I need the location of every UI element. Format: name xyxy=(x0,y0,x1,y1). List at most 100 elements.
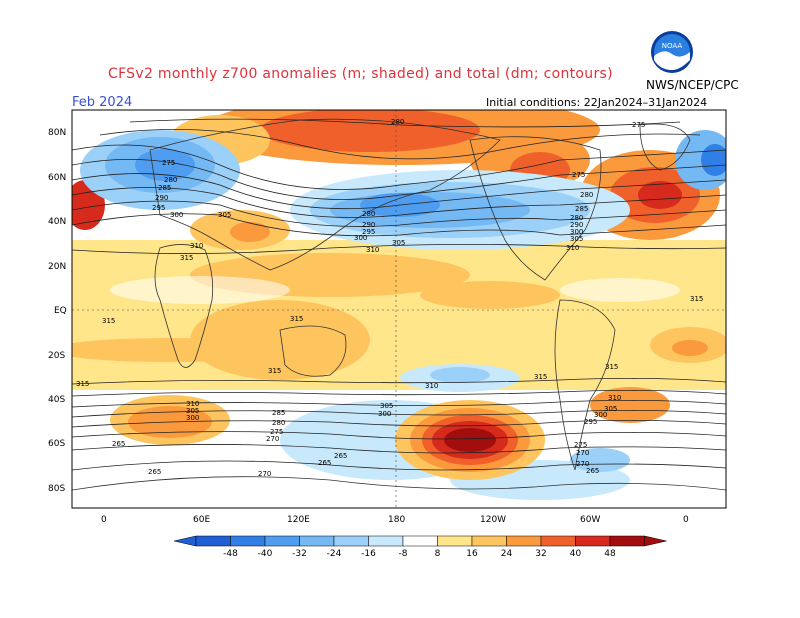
colorbar-segment xyxy=(471,535,507,547)
contour-label: 275 xyxy=(632,121,645,129)
contour xyxy=(72,158,726,200)
contour-label: 300 xyxy=(378,410,391,418)
contour xyxy=(72,200,726,227)
colorbar-segment xyxy=(402,535,438,547)
colorbar-segment xyxy=(230,535,266,547)
warm-patch xyxy=(672,340,708,356)
contour xyxy=(72,173,726,210)
na-cold xyxy=(701,144,726,176)
contour-label: 305 xyxy=(570,235,583,243)
contour-label: 305 xyxy=(380,402,393,410)
contour-label: 280 xyxy=(580,191,593,199)
height-contours xyxy=(72,118,726,471)
south-pacific-warm xyxy=(444,428,496,452)
coast-south-america xyxy=(554,299,616,471)
contour-label: 300 xyxy=(170,211,183,219)
coast-africa xyxy=(154,244,214,368)
contour-label: 305 xyxy=(186,407,199,415)
contour-label: 295 xyxy=(152,204,165,212)
contour-label: 275 xyxy=(572,171,585,179)
contour-label: 275 xyxy=(270,428,283,436)
colorbar-tick-label: 48 xyxy=(604,549,616,559)
longitude-labels: 0 60E 120E 180 120W 60W 0 xyxy=(101,515,689,525)
south-warm xyxy=(590,387,670,423)
contour-label: 290 xyxy=(362,221,375,229)
contour xyxy=(129,118,681,128)
coast-greenland xyxy=(639,123,691,171)
contour-label: 300 xyxy=(354,234,367,242)
contour xyxy=(72,144,726,190)
lat-label-80s: 80S xyxy=(48,484,65,494)
contour-label: 270 xyxy=(266,435,279,443)
contour xyxy=(72,378,726,385)
colorbar-tick-label: 16 xyxy=(466,549,478,559)
contour xyxy=(72,420,726,428)
contour-label: 310 xyxy=(366,246,379,254)
atlantic-warm xyxy=(638,181,682,209)
contour-label: 300 xyxy=(570,228,583,236)
graticule xyxy=(72,110,726,508)
contour-label: 265 xyxy=(586,467,599,475)
contour-label: 310 xyxy=(608,394,621,402)
lon-label-0-east: 0 xyxy=(683,515,689,525)
colorbar-segment xyxy=(575,535,611,547)
initial-conditions: Initial conditions: 22Jan2024–31Jan2024 xyxy=(486,96,708,109)
lon-label-0: 0 xyxy=(101,515,107,525)
colorbar-segment xyxy=(299,535,335,547)
svg-text:NOAA: NOAA xyxy=(662,42,683,50)
warm-patch xyxy=(230,222,270,242)
lat-label-80n: 80N xyxy=(48,128,66,138)
lat-label-40n: 40N xyxy=(48,217,66,227)
contour-label: 315 xyxy=(605,363,618,371)
contour-label: 275 xyxy=(162,159,175,167)
lat-label-40s: 40S xyxy=(48,395,65,405)
colorbar-tick-label: 8 xyxy=(435,549,441,559)
contour-label: 310 xyxy=(190,242,203,250)
contour-label: 300 xyxy=(186,414,199,422)
colorbar-segment xyxy=(195,535,231,547)
contour-label: 265 xyxy=(112,440,125,448)
map-frame xyxy=(71,109,727,509)
contour-label: 280 xyxy=(570,214,583,222)
colorbar-segment xyxy=(506,535,542,547)
colorbar-arrow-right xyxy=(644,535,667,547)
coast-north-america xyxy=(469,136,602,281)
contour-label: 305 xyxy=(604,405,617,413)
lat-label-20s: 20S xyxy=(48,351,65,361)
contour-label: 280 xyxy=(272,419,285,427)
colorbar-segment xyxy=(368,535,404,547)
coast-antarctica xyxy=(72,476,726,491)
contour-label: 265 xyxy=(334,452,347,460)
contour-label: 310 xyxy=(566,244,579,252)
contour xyxy=(99,129,701,160)
contour-label: 270 xyxy=(258,470,271,478)
contour-label: 300 xyxy=(594,411,607,419)
neutral-patch xyxy=(560,278,680,302)
contour xyxy=(72,410,726,418)
figure-title: CFSv2 monthly z700 anomalies (m; shaded)… xyxy=(108,66,613,82)
contour-label: 280 xyxy=(391,118,404,126)
contour xyxy=(72,213,726,237)
lon-label-120e: 120E xyxy=(287,515,310,525)
contour-label: 295 xyxy=(362,228,375,236)
colorbar-segment xyxy=(609,535,645,547)
lat-label-eq: EQ xyxy=(54,306,67,316)
contour xyxy=(72,444,726,454)
contour-label: 285 xyxy=(575,205,588,213)
neutral-patch xyxy=(110,276,290,304)
lat-label-60n: 60N xyxy=(48,173,66,183)
colorbar-segment xyxy=(437,535,473,547)
contour-label: 275 xyxy=(574,441,587,449)
contour xyxy=(72,244,726,254)
lat-label-20n: 20N xyxy=(48,262,66,272)
contour-label: 295 xyxy=(584,418,597,426)
warm-patch xyxy=(72,338,290,362)
contour-label: 270 xyxy=(576,460,589,468)
contour-label: 315 xyxy=(268,367,281,375)
colorbar-tick-label: -24 xyxy=(327,549,342,559)
contour xyxy=(72,187,726,218)
contour-label: 315 xyxy=(76,380,89,388)
warm-patch xyxy=(420,281,560,309)
contour-label: 310 xyxy=(425,382,438,390)
